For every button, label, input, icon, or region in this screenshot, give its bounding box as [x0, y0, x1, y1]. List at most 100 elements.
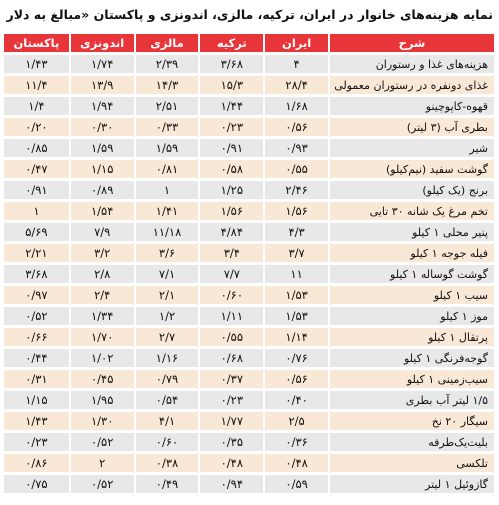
indonesia-value: ۱۳/۹ — [68, 76, 134, 94]
indonesia-value: ۰/۴۵ — [68, 370, 134, 388]
indonesia-value: ۳/۲ — [68, 244, 134, 262]
turkey-value: ۰/۶۸ — [198, 349, 264, 367]
pakistan-value: ۲/۲۱ — [4, 244, 69, 262]
table-row: گازوئیل ۱ لیتر ۰/۵۹ ۰/۹۴ ۰/۴۹ ۰/۵۲ ۰/۷۵ — [4, 475, 494, 493]
item-label: تلکسی — [328, 454, 494, 472]
turkey-value: ۳/۶۸ — [198, 55, 264, 73]
table-row: پرتقال ۱ کیلو ۱/۱۴ ۰/۵۵ ۲/۷ ۱/۷۰ ۰/۶۶ — [4, 328, 494, 346]
iran-value: ۰/۵۹ — [263, 475, 328, 493]
iran-value: ۴/۳ — [263, 223, 328, 241]
header-malaysia: مالزی — [133, 34, 199, 52]
turkey-value: ۱/۷۷ — [198, 412, 264, 430]
indonesia-value: ۱/۵۴ — [68, 202, 134, 220]
iran-value: ۰/۷۶ — [263, 349, 328, 367]
iran-value: ۳/۷ — [263, 244, 328, 262]
header-description: شرح — [328, 34, 494, 52]
malaysia-value: ۴/۱ — [133, 412, 199, 430]
pakistan-value: ۰/۹۷ — [4, 286, 69, 304]
indonesia-value: ۲/۴ — [68, 286, 134, 304]
iran-value: ۱/۵۳ — [263, 307, 328, 325]
item-label: سیب‌زمینی ۱ کیلو — [328, 370, 494, 388]
table-row: برنج (یک کیلو) ۲/۴۶ ۱/۲۵ ۱ ۰/۸۹ ۰/۹۱ — [4, 181, 494, 199]
iran-value: ۱/۱۴ — [263, 328, 328, 346]
turkey-value: ۱/۵۶ — [198, 202, 264, 220]
iran-value: ۰/۳۶ — [263, 433, 328, 451]
iran-value: ۰/۵۵ — [263, 160, 328, 178]
pakistan-value: ۱/۴۳ — [4, 55, 69, 73]
table-row: گوجه‌فرنگی ۱ کیلو ۰/۷۶ ۰/۶۸ ۱/۱۶ ۱/۰۲ ۰/۴۴ — [4, 349, 494, 367]
turkey-value: ۱/۱۱ — [198, 307, 264, 325]
table-row: گوشت سفید (نیم‌کیلو) ۰/۵۵ ۰/۵۸ ۰/۸۱ ۱/۱۵ ۰/۴۷ — [4, 160, 494, 178]
pakistan-value: ۱/۴۳ — [4, 412, 69, 430]
indonesia-value: ۱/۳۰ — [68, 412, 134, 430]
malaysia-value: ۰/۵۴ — [133, 391, 199, 409]
iran-value: ۴ — [263, 55, 328, 73]
indonesia-value: ۷/۹ — [68, 223, 134, 241]
pakistan-value: ۱ — [4, 202, 69, 220]
indonesia-value: ۱/۷۰ — [68, 328, 134, 346]
item-label: غذای دونفره در رستوران معمولی — [328, 76, 494, 94]
table-row: سیگار ۲۰ نخ ۲/۵ ۱/۷۷ ۴/۱ ۱/۳۰ ۱/۴۳ — [4, 412, 494, 430]
indonesia-value: ۱/۳۴ — [68, 307, 134, 325]
iran-value: ۱/۵۶ — [263, 202, 328, 220]
malaysia-value: ۲/۵۱ — [133, 97, 199, 115]
turkey-value: ۰/۳۵ — [198, 433, 264, 451]
table-row: قهوه-کاپوچینو ۱/۶۸ ۱/۴۴ ۲/۵۱ ۱/۹۴ ۱/۴ — [4, 97, 494, 115]
pakistan-value: ۰/۷۵ — [4, 475, 69, 493]
malaysia-value: ۱ — [133, 181, 199, 199]
table-row: بطری آب (۳ لیتر) ۰/۵۶ ۰/۲۳ ۰/۳۳ ۰/۳۰ ۰/۲۰ — [4, 118, 494, 136]
pakistan-value: ۰/۴۴ — [4, 349, 69, 367]
malaysia-value: ۰/۳۳ — [133, 118, 199, 136]
item-label: سیگار ۲۰ نخ — [328, 412, 494, 430]
turkey-value: ۰/۵۵ — [198, 328, 264, 346]
table-row: موز ۱ کیلو ۱/۵۳ ۱/۱۱ ۱/۲ ۱/۳۴ ۰/۵۲ — [4, 307, 494, 325]
pakistan-value: ۵/۶۹ — [4, 223, 69, 241]
turkey-value: ۰/۲۳ — [198, 118, 264, 136]
item-label: هزینه‌های غذا و رستوران — [328, 55, 494, 73]
table-row: ۱/۵ لیتر آب بطری ۰/۴۰ ۰/۲۳ ۰/۵۴ ۱/۹۵ ۱/۱۵ — [4, 391, 494, 409]
item-label: گازوئیل ۱ لیتر — [328, 475, 494, 493]
turkey-value: ۷/۷ — [198, 265, 264, 283]
turkey-value: ۰/۹۱ — [198, 139, 264, 157]
indonesia-value: ۱/۹۵ — [68, 391, 134, 409]
indonesia-value: ۱/۷۴ — [68, 55, 134, 73]
iran-value: ۰/۵۶ — [263, 370, 328, 388]
item-label: پنیر محلی ۱ کیلو — [328, 223, 494, 241]
pakistan-value: ۱/۱۵ — [4, 391, 69, 409]
header-turkey: ترکیه — [198, 34, 264, 52]
pakistan-value: ۰/۲۰ — [4, 118, 69, 136]
iran-value: ۱/۵۳ — [263, 286, 328, 304]
iran-value: ۲۸/۴ — [263, 76, 328, 94]
pakistan-value: ۰/۴۷ — [4, 160, 69, 178]
item-label: موز ۱ کیلو — [328, 307, 494, 325]
malaysia-value: ۷/۱ — [133, 265, 199, 283]
pakistan-value: ۱/۴ — [4, 97, 69, 115]
item-label: ۱/۵ لیتر آب بطری — [328, 391, 494, 409]
turkey-value: ۰/۴۸ — [198, 454, 264, 472]
item-label: سیب ۱ کیلو — [328, 286, 494, 304]
iran-value: ۰/۴۸ — [263, 454, 328, 472]
header-pakistan: پاکستان — [4, 34, 69, 52]
malaysia-value: ۱۱/۱۸ — [133, 223, 199, 241]
indonesia-value: ۱/۰۲ — [68, 349, 134, 367]
item-label: پرتقال ۱ کیلو — [328, 328, 494, 346]
table-row: پنیر محلی ۱ کیلو ۴/۳ ۴/۸۴ ۱۱/۱۸ ۷/۹ ۵/۶۹ — [4, 223, 494, 241]
pakistan-value: ۰/۳۱ — [4, 370, 69, 388]
pakistan-value: ۰/۲۳ — [4, 433, 69, 451]
malaysia-value: ۲/۳۹ — [133, 55, 199, 73]
malaysia-value: ۱/۱۶ — [133, 349, 199, 367]
turkey-value: ۰/۶۰ — [198, 286, 264, 304]
malaysia-value: ۰/۳۸ — [133, 454, 199, 472]
item-label: بلیت‌یک‌طرفه — [328, 433, 494, 451]
pakistan-value: ۰/۵۲ — [4, 307, 69, 325]
malaysia-value: ۰/۴۹ — [133, 475, 199, 493]
turkey-value: ۴/۸۴ — [198, 223, 264, 241]
indonesia-value: ۱/۹۴ — [68, 97, 134, 115]
pakistan-value: ۳/۶۸ — [4, 265, 69, 283]
indonesia-value: ۰/۵۲ — [68, 475, 134, 493]
indonesia-value: ۰/۵۲ — [68, 433, 134, 451]
malaysia-value: ۱/۲ — [133, 307, 199, 325]
item-label: قهوه-کاپوچینو — [328, 97, 494, 115]
iran-value: ۰/۵۶ — [263, 118, 328, 136]
table-row: گوشت گوساله ۱ کیلو ۱۱ ۷/۷ ۷/۱ ۲/۸ ۳/۶۸ — [4, 265, 494, 283]
